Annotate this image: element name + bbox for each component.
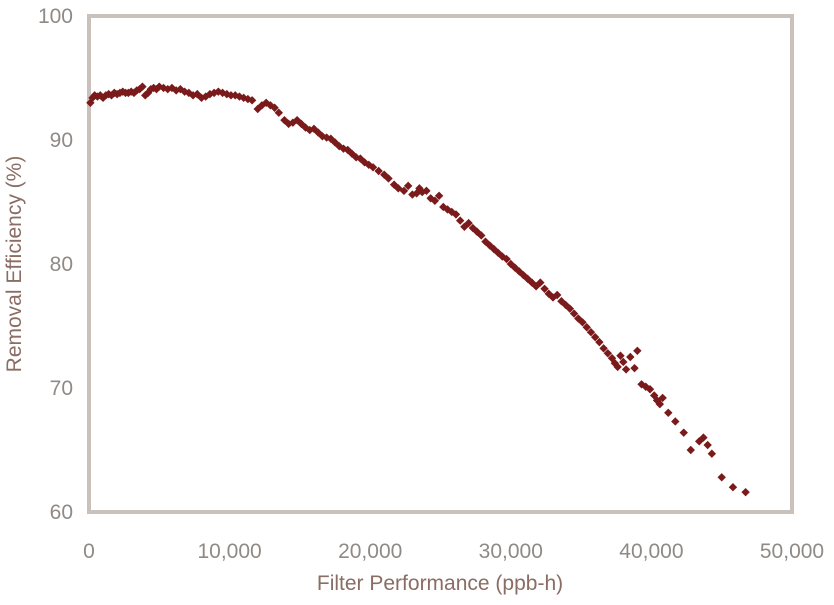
- y-tick-label: 70: [50, 377, 73, 400]
- data-point: [741, 487, 750, 497]
- data-point: [519, 270, 528, 280]
- data-point: [143, 88, 153, 98]
- data-point: [633, 346, 642, 355]
- data-point: [129, 88, 139, 98]
- data-point: [531, 282, 541, 291]
- data-point: [630, 363, 639, 373]
- y-axis-ticks: 60 70 80 90 100: [38, 5, 73, 524]
- data-point: [247, 96, 257, 105]
- data-point: [578, 318, 587, 327]
- data-point: [679, 428, 688, 437]
- y-tick-label: 100: [38, 5, 73, 28]
- data-point: [616, 351, 625, 360]
- data-point: [645, 385, 655, 394]
- data-point: [86, 98, 95, 107]
- y-tick-label: 90: [50, 129, 73, 152]
- data-point: [274, 108, 284, 117]
- data-point: [231, 91, 240, 100]
- data-point: [703, 440, 712, 450]
- data-point: [582, 323, 591, 332]
- data-point: [455, 216, 465, 225]
- data-point: [368, 163, 378, 172]
- data-point: [270, 103, 279, 112]
- data-point: [209, 88, 219, 98]
- data-point: [619, 357, 628, 367]
- data-point: [695, 437, 704, 446]
- data-point: [171, 86, 181, 95]
- data-point: [374, 166, 383, 176]
- x-axis-title: Filter Performance (ppb-h): [317, 572, 563, 595]
- data-point: [671, 417, 680, 426]
- data-point: [717, 473, 726, 482]
- x-tick-label: 20,000: [338, 540, 402, 563]
- data-point: [201, 92, 210, 101]
- data-point: [502, 254, 511, 264]
- data-point: [163, 84, 172, 94]
- data-point: [297, 119, 306, 129]
- data-points: [86, 82, 750, 497]
- data-point: [403, 181, 413, 191]
- data-point: [540, 284, 549, 293]
- data-point: [565, 304, 575, 313]
- y-axis-title: Removal Efficiency (%): [3, 156, 26, 373]
- data-point: [548, 293, 558, 302]
- data-point: [443, 205, 452, 214]
- x-tick-label: 40,000: [619, 540, 683, 563]
- data-point: [239, 93, 248, 103]
- y-tick-label: 60: [50, 501, 73, 524]
- data-point: [318, 132, 327, 141]
- data-point: [430, 196, 440, 205]
- x-tick-label: 0: [83, 540, 95, 563]
- data-point: [426, 194, 435, 203]
- data-point: [621, 365, 631, 374]
- data-point: [590, 332, 600, 342]
- x-tick-label: 10,000: [197, 540, 261, 563]
- data-point: [536, 278, 545, 287]
- data-point: [309, 124, 319, 134]
- data-point: [506, 259, 515, 269]
- data-point: [599, 344, 608, 353]
- data-point: [167, 83, 177, 93]
- data-point: [626, 352, 635, 362]
- data-point: [98, 93, 108, 103]
- data-point: [477, 231, 486, 240]
- data-point: [652, 396, 662, 405]
- data-point: [561, 300, 570, 310]
- data-point: [686, 445, 695, 455]
- data-point: [552, 290, 562, 300]
- x-tick-label: 50,000: [760, 540, 824, 563]
- data-point: [266, 101, 275, 110]
- data-point: [434, 191, 444, 200]
- data-point: [595, 337, 604, 347]
- data-point: [384, 174, 393, 183]
- data-point: [664, 408, 673, 417]
- data-point: [603, 349, 613, 358]
- data-point: [135, 84, 144, 94]
- data-point: [728, 483, 738, 492]
- data-point: [586, 328, 596, 337]
- plot-frame: [87, 14, 794, 514]
- data-point: [422, 186, 431, 196]
- data-point: [658, 393, 667, 403]
- data-point: [699, 433, 708, 442]
- x-tick-label: 30,000: [479, 540, 543, 563]
- data-point: [655, 399, 665, 409]
- data-point: [451, 210, 461, 219]
- data-point: [399, 186, 409, 196]
- data-point: [180, 87, 189, 96]
- data-point: [510, 263, 520, 272]
- data-point: [569, 309, 579, 318]
- data-point: [650, 391, 659, 400]
- data-point: [226, 91, 236, 100]
- data-point: [707, 449, 717, 458]
- x-axis-ticks: 0 10,000 20,000 30,000 40,000 50,000: [83, 540, 824, 563]
- y-tick-label: 80: [50, 253, 73, 276]
- data-point: [138, 82, 147, 91]
- data-point: [613, 362, 622, 372]
- data-point: [464, 218, 473, 228]
